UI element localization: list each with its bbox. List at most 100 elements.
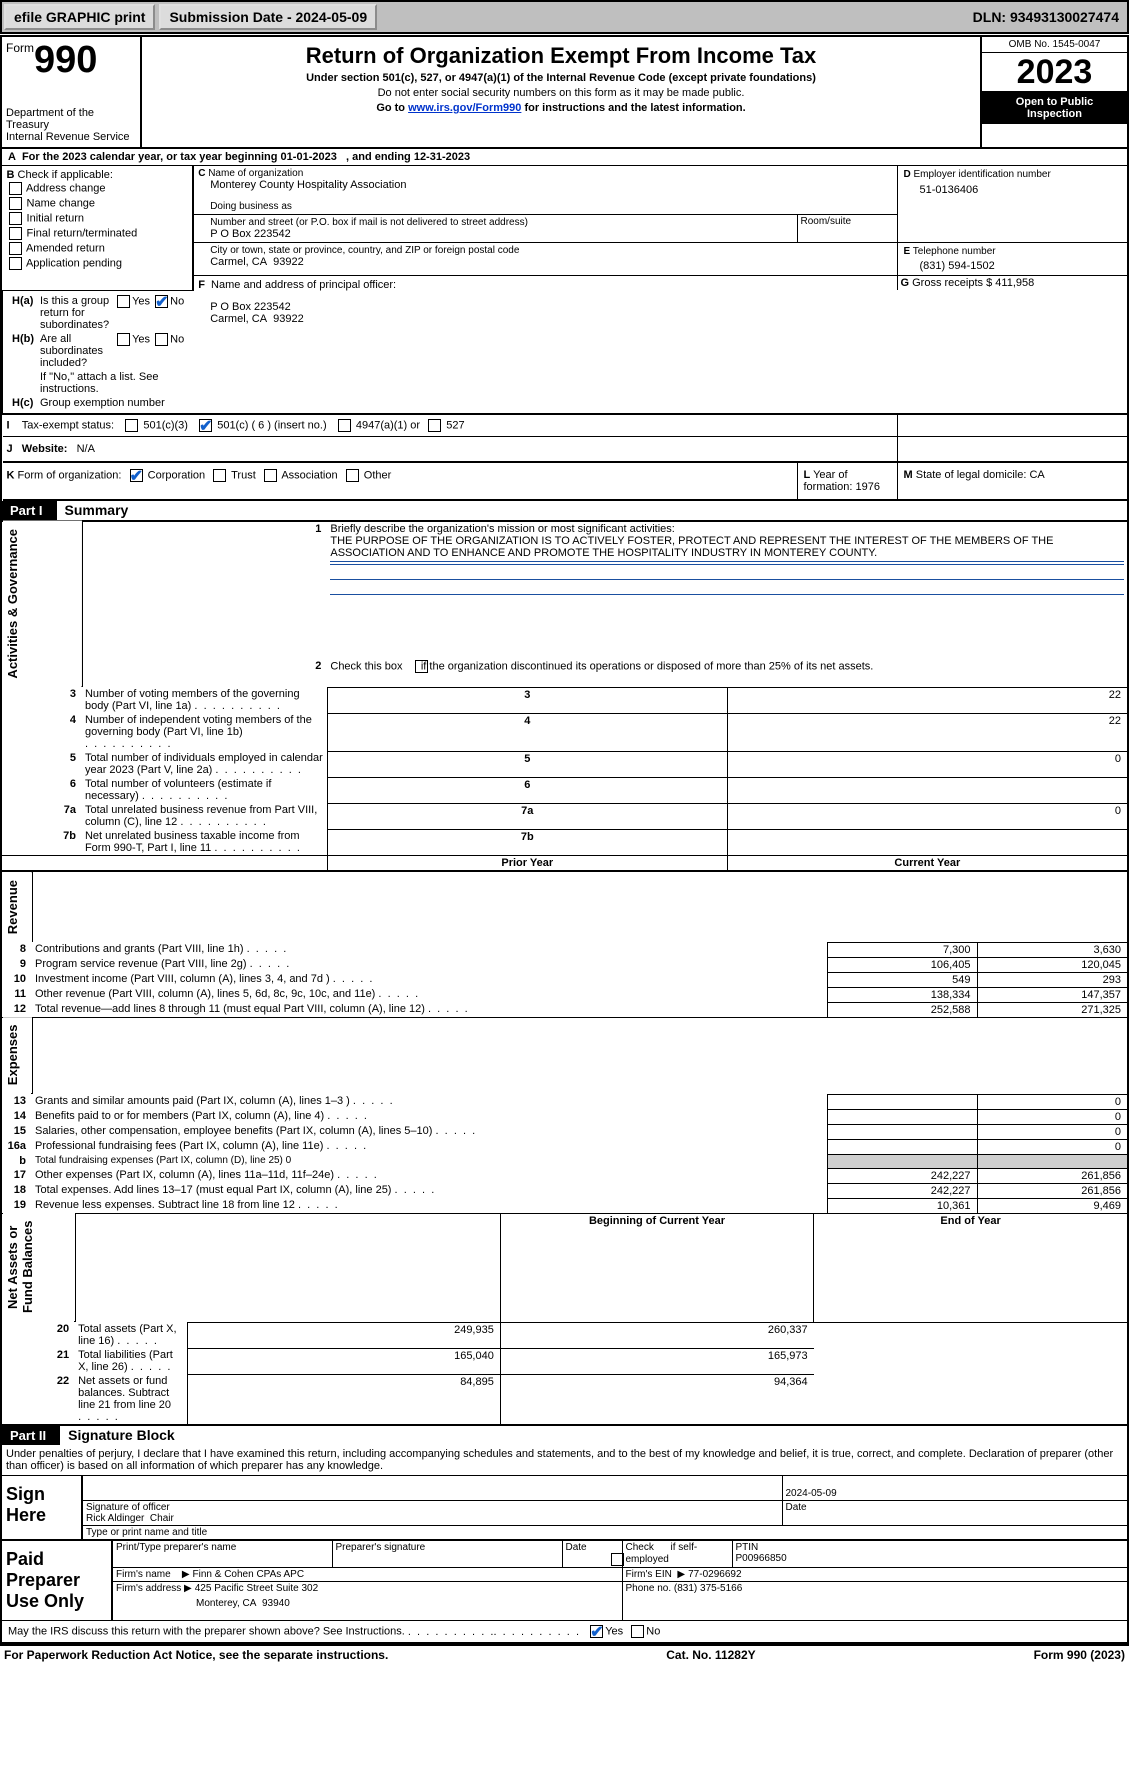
tax-year: 2023 — [982, 53, 1127, 92]
sign-date: 2024-05-09 — [786, 1488, 837, 1499]
return-title: Return of Organization Exempt From Incom… — [148, 43, 974, 69]
date-label: Date — [782, 1501, 1127, 1526]
gross-receipts: 411,958 — [995, 277, 1034, 289]
hc-text: Group exemption number — [37, 396, 187, 410]
ha-no[interactable] — [155, 295, 168, 308]
subtitle: Under section 501(c), 527, or 4947(a)(1)… — [148, 72, 974, 84]
phone-label: Phone no. — [626, 1583, 672, 1594]
irs-link[interactable]: www.irs.gov/Form990 — [408, 102, 521, 114]
firm-name: Finn & Cohen CPAs APC — [193, 1569, 305, 1580]
dept-treasury: Department of the Treasury — [6, 107, 136, 131]
paid-prep-label: Paid Preparer Use Only — [6, 1549, 84, 1611]
omb: OMB No. 1545-0047 — [982, 37, 1127, 53]
discuss-line: May the IRS discuss this return with the… — [2, 1620, 1127, 1642]
perjury-declaration: Under penalties of perjury, I declare th… — [2, 1445, 1127, 1476]
corp-check[interactable] — [130, 469, 143, 482]
d-label: Employer identification number — [914, 169, 1051, 180]
4947-check[interactable] — [338, 419, 351, 432]
form-header: Form990 Department of the Treasury Inter… — [2, 37, 1127, 149]
current-year-hdr: Current Year — [894, 857, 960, 869]
ha-text: Is this a group return for subordinates? — [37, 294, 112, 332]
eoy-hdr: End of Year — [940, 1215, 1000, 1227]
revenue-table: Revenue 8Contributions and grants (Part … — [2, 872, 1127, 1017]
officer-name: Rick Aldinger Chair — [86, 1513, 174, 1524]
expenses-label: Expenses — [2, 1017, 32, 1094]
header-table: B Check if applicable: Address change Na… — [2, 166, 1127, 501]
revenue-label: Revenue — [2, 872, 32, 942]
form-number: 990 — [34, 39, 97, 81]
firm-ein-label: Firm's EIN — [626, 1569, 672, 1580]
website: N/A — [77, 443, 95, 455]
street-addr: P O Box 223542 — [198, 228, 792, 240]
self-employed-check[interactable] — [611, 1553, 624, 1566]
type-name-label: Type or print name and title — [82, 1526, 1127, 1540]
net-assets-label: Net Assets or Fund Balances — [2, 1213, 75, 1322]
b-check[interactable] — [9, 242, 22, 255]
ptin: P00966850 — [736, 1553, 787, 1564]
netassets-table: Net Assets or Fund Balances Beginning of… — [2, 1213, 1127, 1424]
officer-addr1: P O Box 223542 — [198, 291, 892, 313]
b-check[interactable] — [9, 212, 22, 225]
b-check[interactable] — [9, 197, 22, 210]
cat-no: Cat. No. 11282Y — [666, 1648, 755, 1662]
other-check[interactable] — [346, 469, 359, 482]
b-check[interactable] — [9, 227, 22, 240]
org-name: Monterey County Hospitality Association — [198, 179, 892, 191]
form-footer: Form 990 (2023) — [1034, 1648, 1125, 1662]
b-check[interactable] — [9, 257, 22, 270]
firm-addr: 425 Pacific Street Suite 302 — [195, 1583, 318, 1594]
ptin-label: PTIN — [736, 1542, 759, 1553]
firm-city: Monterey, CA 93940 — [116, 1594, 619, 1609]
sig-officer-label: Signature of officer — [86, 1502, 170, 1513]
line2-check[interactable] — [415, 660, 428, 673]
g-label: Gross receipts $ — [912, 277, 992, 289]
discuss-no[interactable] — [631, 1625, 644, 1638]
c-label: Name of organization — [208, 168, 303, 179]
prior-year-hdr: Prior Year — [501, 857, 553, 869]
submission-date-button[interactable]: Submission Date - 2024-05-09 — [159, 4, 377, 30]
501c3-check[interactable] — [125, 419, 138, 432]
activities-governance-label: Activities & Governance — [2, 521, 82, 688]
irs: Internal Revenue Service — [6, 131, 136, 143]
f-label: Name and address of principal officer: — [211, 279, 396, 291]
open-inspection: Open to PublicInspection — [982, 92, 1127, 124]
year-formation: Year of formation: 1976 — [804, 469, 880, 493]
summary-table: Activities & Governance 1 Briefly descri… — [2, 520, 1127, 873]
hb-yes[interactable] — [117, 333, 130, 346]
e-label: Telephone number — [913, 246, 996, 257]
hb-text: Are all subordinates included? — [37, 332, 112, 370]
prep-sig-label: Preparer's signature — [332, 1540, 562, 1568]
telephone: (831) 594-1502 — [904, 257, 1122, 272]
self-employed: Check if self-employed — [626, 1542, 698, 1565]
pra-notice: For Paperwork Reduction Act Notice, see … — [4, 1648, 388, 1662]
firm-addr-label: Firm's address — [116, 1583, 181, 1594]
hb-no[interactable] — [155, 333, 168, 346]
b-checklist: Address change Name change Initial retur… — [7, 181, 189, 271]
b-check[interactable] — [9, 182, 22, 195]
part1-header: Part ISummary — [2, 501, 1127, 520]
prep-name-label: Print/Type preparer's name — [112, 1540, 332, 1568]
line2-text: Check this box if the organization disco… — [330, 661, 873, 673]
efile-print-button[interactable]: efile GRAPHIC print — [4, 4, 155, 30]
state-domicile: State of legal domicile: CA — [916, 469, 1045, 481]
501c-check[interactable] — [199, 419, 212, 432]
part2-header: Part IISignature Block — [2, 1424, 1127, 1445]
ha-yes[interactable] — [117, 295, 130, 308]
b-label: Check if applicable: — [18, 169, 113, 181]
footer: For Paperwork Reduction Act Notice, see … — [0, 1644, 1129, 1664]
paid-preparer-block: Paid Preparer Use Only Print/Type prepar… — [2, 1539, 1127, 1620]
ssn-note: Do not enter social security numbers on … — [148, 87, 974, 99]
discuss-yes[interactable] — [590, 1625, 603, 1638]
sign-here-block: Sign Here 2024-05-09 Signature of office… — [2, 1476, 1127, 1539]
mission-text: THE PURPOSE OF THE ORGANIZATION IS TO AC… — [330, 535, 1053, 559]
trust-check[interactable] — [213, 469, 226, 482]
line1-label: Briefly describe the organization's miss… — [330, 523, 674, 535]
officer-addr2: Carmel, CA 93922 — [198, 313, 892, 325]
dln: DLN: 93493130027474 — [973, 9, 1127, 25]
topbar: efile GRAPHIC print Submission Date - 20… — [0, 0, 1129, 34]
form-prefix: Form — [6, 41, 34, 55]
assoc-check[interactable] — [264, 469, 277, 482]
527-check[interactable] — [428, 419, 441, 432]
firm-ein: 77-0296692 — [688, 1569, 741, 1580]
line-a: AFor the 2023 calendar year, or tax year… — [2, 149, 1127, 166]
